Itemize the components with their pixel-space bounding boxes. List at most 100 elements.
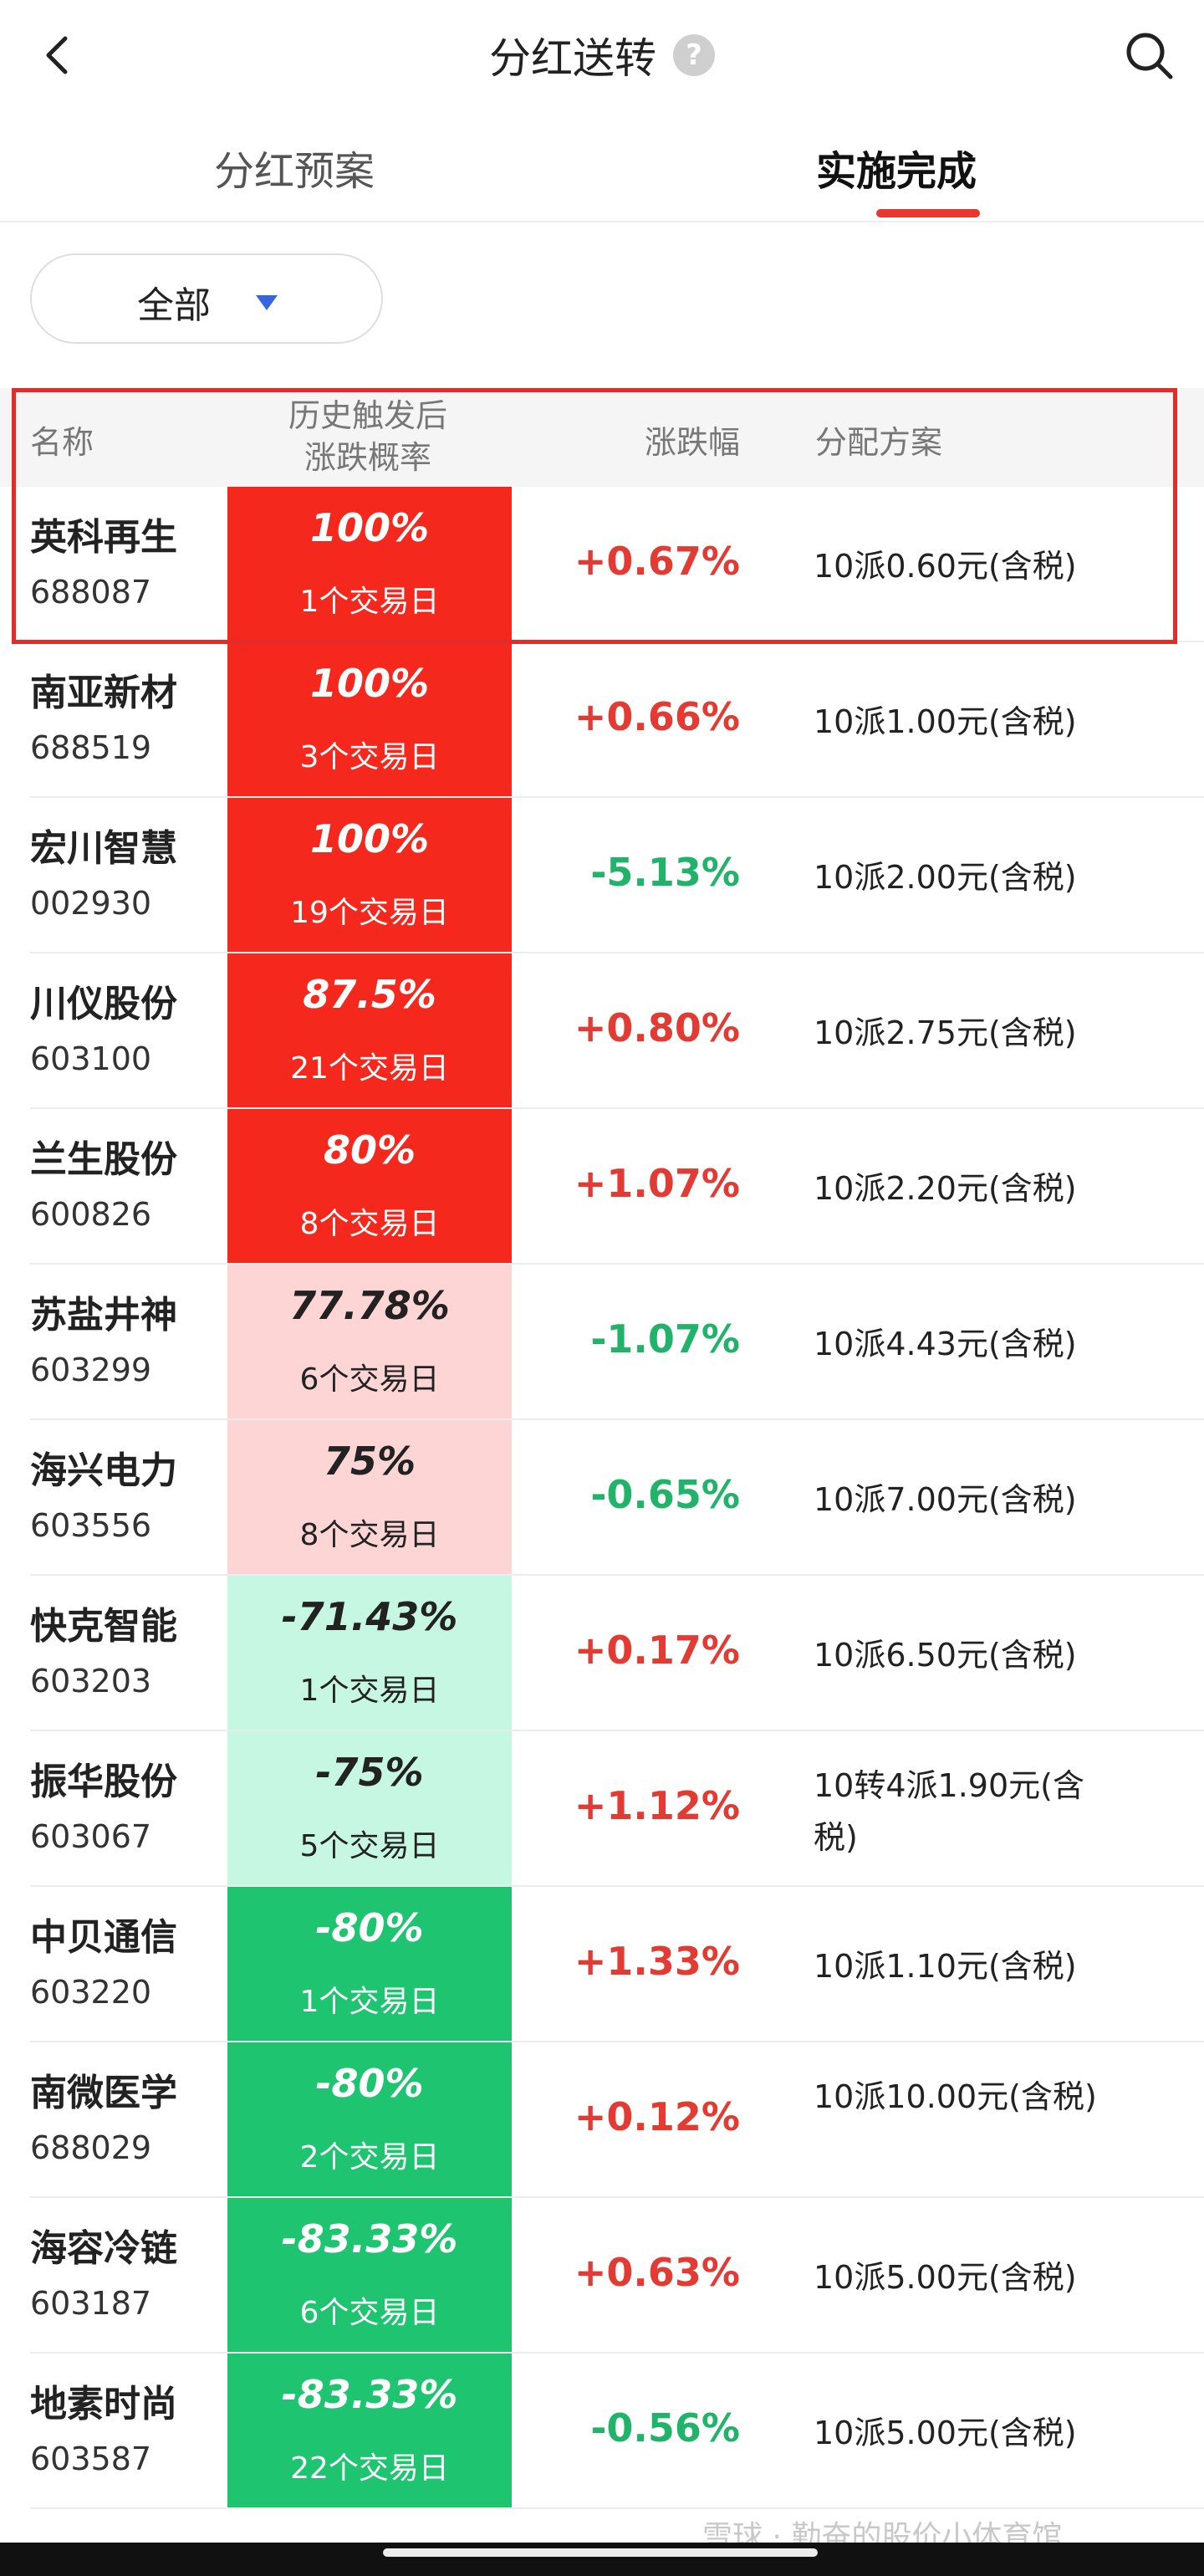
stock-name: 南亚新材	[30, 672, 177, 714]
tab-dividend-plan[interactable]: 分红预案	[214, 148, 375, 195]
distribution-plan: 10派6.50元(含税)	[814, 1637, 1077, 1674]
price-change: +1.12%	[574, 1783, 740, 1828]
distribution-plan: 10派2.75元(含税)	[814, 1015, 1077, 1051]
trading-days: 21个交易日	[290, 1051, 449, 1086]
table-row[interactable]: 南微医学 688029 -80% 2个交易日 +0.12% 10派10.00元(含税)	[0, 2042, 1204, 2198]
table-row[interactable]: 宏川智慧 002930 100% 19个交易日 -5.13% 10派2.00元(含税)	[0, 798, 1204, 953]
tab-bar: 分红预案 实施完成	[0, 125, 1204, 217]
stock-name: 中贝通信	[30, 1916, 177, 1959]
help-icon[interactable]: ?	[673, 34, 715, 76]
probability-cell: 87.5% 21个交易日	[227, 953, 512, 1109]
back-arrow-icon[interactable]	[35, 32, 82, 79]
row-divider	[30, 1107, 1204, 1109]
probability-value: 100%	[309, 505, 430, 550]
probability-value: -80%	[315, 2061, 424, 2106]
table-row[interactable]: 海容冷链 603187 -83.33% 6个交易日 +0.63% 10派5.00元(含税)	[0, 2198, 1204, 2354]
trading-days: 1个交易日	[299, 1985, 440, 2019]
price-change: +0.63%	[574, 2250, 740, 2295]
row-divider	[30, 1885, 1204, 1887]
trading-days: 2个交易日	[299, 2140, 440, 2175]
table-row[interactable]: 兰生股份 600826 80% 8个交易日 +1.07% 10派2.20元(含税)	[0, 1109, 1204, 1265]
stock-name: 振华股份	[30, 1761, 177, 1803]
distribution-plan: 10派2.00元(含税)	[814, 859, 1077, 896]
table-row[interactable]: 川仪股份 603100 87.5% 21个交易日 +0.80% 10派2.75元(含税)	[0, 953, 1204, 1109]
row-divider	[30, 1418, 1204, 1420]
price-change: -1.07%	[590, 1316, 740, 1362]
table-row[interactable]: 地素时尚 603587 -83.33% 22个交易日 -0.56% 10派5.00元(含税…	[0, 2354, 1204, 2509]
probability-value: 100%	[309, 816, 430, 861]
bottom-bar	[0, 2543, 1204, 2576]
stock-code: 688519	[30, 729, 152, 766]
probability-value: 87.5%	[303, 972, 436, 1017]
probability-value: 75%	[323, 1439, 416, 1484]
row-divider	[30, 2196, 1204, 2198]
probability-cell: -83.33% 6个交易日	[227, 2198, 512, 2354]
price-change: +1.07%	[574, 1161, 740, 1206]
header-probability[interactable]: 历史触发后 涨跌概率	[226, 395, 510, 478]
trading-days: 8个交易日	[299, 1207, 440, 1241]
table-row[interactable]: 海兴电力 603556 75% 8个交易日 -0.65% 10派7.00元(含税)	[0, 1420, 1204, 1576]
probability-value: 100%	[309, 661, 430, 706]
table-header: 名称 历史触发后 涨跌概率 涨跌幅 分配方案	[0, 388, 1204, 487]
stock-name: 川仪股份	[30, 983, 177, 1025]
probability-cell: 77.78% 6个交易日	[227, 1265, 512, 1420]
stock-code: 002930	[30, 885, 152, 922]
table-row[interactable]: 中贝通信 603220 -80% 1个交易日 +1.33% 10派1.10元(含税)	[0, 1887, 1204, 2042]
probability-cell: 100% 1个交易日	[227, 487, 512, 642]
row-divider	[30, 2041, 1204, 2042]
stock-name: 海容冷链	[30, 2227, 177, 2270]
stock-code: 603220	[30, 1974, 152, 2011]
row-divider	[30, 2507, 1204, 2509]
price-change: -0.56%	[590, 2405, 740, 2451]
table-row[interactable]: 快克智能 603203 -71.43% 1个交易日 +0.17% 10派6.50元(含税)	[0, 1576, 1204, 1731]
search-icon[interactable]	[1122, 28, 1176, 82]
distribution-plan: 10派4.43元(含税)	[814, 1326, 1077, 1362]
row-divider	[30, 1574, 1204, 1576]
stock-code: 603556	[30, 1507, 152, 1544]
caret-down-icon	[256, 295, 278, 310]
distribution-plan: 10派5.00元(含税)	[814, 2259, 1077, 2296]
stock-name: 海兴电力	[30, 1449, 177, 1492]
stock-name: 兰生股份	[30, 1138, 177, 1181]
stock-code: 603067	[30, 1818, 152, 1855]
header-name[interactable]: 名称	[30, 424, 94, 461]
stock-code: 603100	[30, 1040, 152, 1077]
probability-cell: -80% 1个交易日	[227, 1887, 512, 2042]
probability-value: -83.33%	[281, 2216, 458, 2262]
tab-implemented[interactable]: 实施完成	[816, 148, 977, 195]
top-bar: 分红送转?	[0, 0, 1204, 109]
page-title: 分红送转	[489, 34, 656, 83]
home-indicator[interactable]	[383, 2548, 818, 2557]
stock-name: 南微医学	[30, 2072, 177, 2114]
row-divider	[30, 952, 1204, 953]
probability-value: 77.78%	[289, 1283, 450, 1328]
table-row[interactable]: 振华股份 603067 -75% 5个交易日 +1.12% 10转4派1.90元(含税)	[0, 1731, 1204, 1887]
trading-days: 6个交易日	[299, 1362, 440, 1397]
probability-cell: -75% 5个交易日	[227, 1731, 512, 1887]
active-tab-indicator	[876, 209, 980, 217]
header-plan[interactable]: 分配方案	[815, 424, 943, 461]
table-row[interactable]: 英科再生 688087 100% 1个交易日 +0.67% 10派0.60元(含税)	[0, 487, 1204, 642]
table-row[interactable]: 南亚新材 688519 100% 3个交易日 +0.66% 10派1.00元(含税)	[0, 642, 1204, 798]
price-change: +0.67%	[574, 539, 740, 584]
probability-value: 80%	[323, 1127, 416, 1173]
price-change: +0.12%	[574, 2094, 740, 2139]
stock-code: 600826	[30, 1196, 152, 1233]
tabs-divider	[0, 221, 1204, 222]
stock-name: 地素时尚	[30, 2383, 177, 2425]
trading-days: 8个交易日	[299, 1518, 440, 1552]
trading-days: 3个交易日	[299, 740, 440, 774]
stock-code: 603187	[30, 2285, 152, 2322]
price-change: +0.80%	[574, 1005, 740, 1050]
stock-code: 603587	[30, 2441, 152, 2477]
price-change: -5.13%	[590, 850, 740, 895]
probability-cell: 80% 8个交易日	[227, 1109, 512, 1265]
probability-value: -71.43%	[281, 1594, 458, 1639]
probability-value: -83.33%	[281, 2372, 458, 2417]
table-row[interactable]: 苏盐井神 603299 77.78% 6个交易日 -1.07% 10派4.43元(含税)	[0, 1265, 1204, 1420]
filter-dropdown[interactable]: 全部	[30, 253, 383, 344]
title-area: 分红送转?	[0, 25, 1204, 84]
distribution-plan: 10派1.10元(含税)	[814, 1948, 1077, 1985]
row-divider	[30, 796, 1204, 798]
header-change[interactable]: 涨跌幅	[644, 424, 740, 461]
